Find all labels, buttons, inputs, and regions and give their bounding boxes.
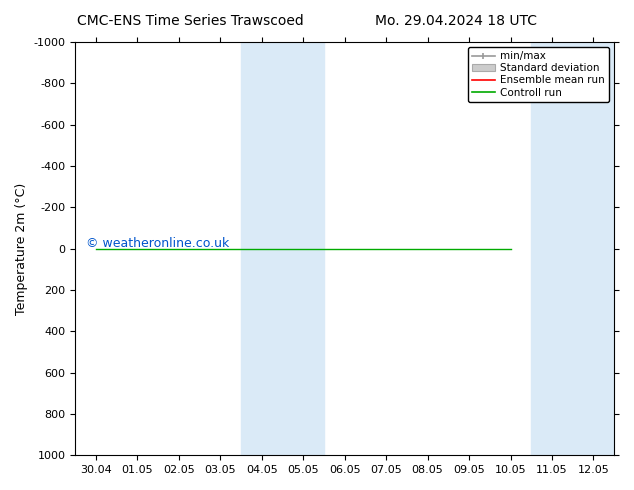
Bar: [241, 42, 283, 455]
Y-axis label: Temperature 2m (°C): Temperature 2m (°C): [15, 182, 28, 315]
Bar: [283, 42, 324, 455]
Legend: min/max, Standard deviation, Ensemble mean run, Controll run: min/max, Standard deviation, Ensemble me…: [468, 47, 609, 102]
Text: © weatheronline.co.uk: © weatheronline.co.uk: [86, 237, 230, 249]
Bar: [531, 42, 573, 455]
Bar: [573, 42, 614, 455]
Text: CMC-ENS Time Series Trawscoed: CMC-ENS Time Series Trawscoed: [77, 14, 304, 28]
Text: Mo. 29.04.2024 18 UTC: Mo. 29.04.2024 18 UTC: [375, 14, 538, 28]
